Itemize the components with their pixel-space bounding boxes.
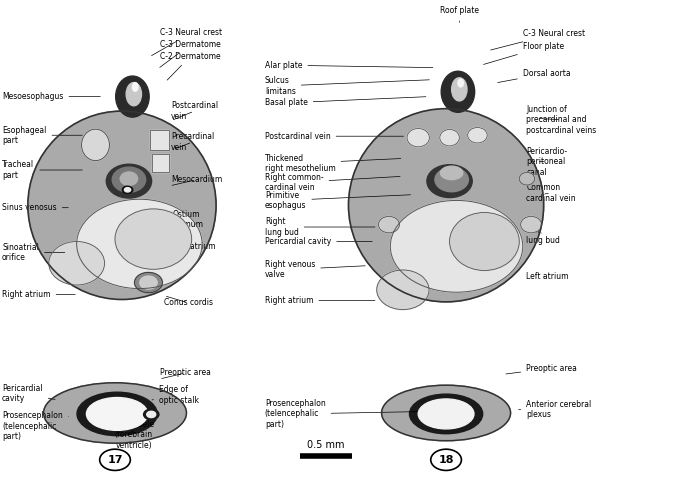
Ellipse shape xyxy=(77,392,158,436)
Ellipse shape xyxy=(407,128,429,147)
Text: Esophageal
part: Esophageal part xyxy=(2,126,82,145)
Text: Precardinal
vein: Precardinal vein xyxy=(171,132,214,152)
Text: Preoptic area: Preoptic area xyxy=(506,364,577,374)
Text: Roof plate: Roof plate xyxy=(440,6,479,22)
Ellipse shape xyxy=(115,209,192,270)
Text: Mesocardium: Mesocardium xyxy=(171,175,222,185)
Ellipse shape xyxy=(378,216,399,233)
Ellipse shape xyxy=(452,78,467,101)
Text: Anterior cerebral
plexus: Anterior cerebral plexus xyxy=(519,400,592,419)
Ellipse shape xyxy=(77,199,202,288)
Text: 17: 17 xyxy=(107,455,123,465)
Ellipse shape xyxy=(468,128,487,143)
Text: C-3 Neural crest: C-3 Neural crest xyxy=(151,28,222,56)
Ellipse shape xyxy=(147,412,155,417)
Text: Pericardial
cavity: Pericardial cavity xyxy=(2,384,55,403)
Ellipse shape xyxy=(390,200,523,292)
Ellipse shape xyxy=(348,109,544,302)
Ellipse shape xyxy=(144,409,159,420)
Ellipse shape xyxy=(126,83,141,106)
Ellipse shape xyxy=(450,213,519,270)
Ellipse shape xyxy=(125,187,131,192)
Text: Right common-
cardinal vein: Right common- cardinal vein xyxy=(265,173,400,192)
Ellipse shape xyxy=(441,71,475,112)
Bar xyxy=(150,130,169,150)
Ellipse shape xyxy=(440,129,459,146)
Text: C-3 Neural crest: C-3 Neural crest xyxy=(491,29,585,50)
Text: Left atrium: Left atrium xyxy=(173,242,215,251)
Text: Sinus venosus: Sinus venosus xyxy=(2,203,68,212)
Text: Right
lung bud: Right lung bud xyxy=(265,217,375,237)
Bar xyxy=(152,154,169,172)
Ellipse shape xyxy=(519,172,535,185)
Ellipse shape xyxy=(521,216,542,233)
Ellipse shape xyxy=(44,383,187,443)
Text: Right atrium: Right atrium xyxy=(265,296,375,305)
Ellipse shape xyxy=(86,398,148,430)
Ellipse shape xyxy=(441,166,463,180)
Bar xyxy=(150,130,169,150)
Text: Prosocoele
(forebrain
ventricle): Prosocoele (forebrain ventricle) xyxy=(113,420,155,450)
Text: Alar plate: Alar plate xyxy=(265,61,433,70)
Ellipse shape xyxy=(28,111,216,299)
Text: C-3 Dermatome: C-3 Dermatome xyxy=(160,40,221,68)
Ellipse shape xyxy=(376,270,429,310)
Text: Dorsal aorta: Dorsal aorta xyxy=(498,69,570,83)
Ellipse shape xyxy=(139,276,158,289)
Text: Postcardinal
vein: Postcardinal vein xyxy=(171,101,218,121)
Ellipse shape xyxy=(106,164,152,198)
Text: Right atrium: Right atrium xyxy=(2,290,75,299)
Ellipse shape xyxy=(427,165,473,198)
Bar xyxy=(152,154,169,172)
Ellipse shape xyxy=(112,167,146,192)
Ellipse shape xyxy=(382,385,510,440)
Text: Tracheal
part: Tracheal part xyxy=(2,160,82,180)
Ellipse shape xyxy=(120,172,138,185)
Ellipse shape xyxy=(82,129,109,161)
Text: Pericardial cavity: Pericardial cavity xyxy=(265,237,372,246)
Text: Junction of
precardinal and
postcardinal veins: Junction of precardinal and postcardinal… xyxy=(526,105,597,135)
Text: Ostium
primum: Ostium primum xyxy=(173,210,203,229)
Text: Prosencephalon
(telencephalic
part): Prosencephalon (telencephalic part) xyxy=(2,411,68,441)
Ellipse shape xyxy=(135,272,162,293)
Text: Left atrium: Left atrium xyxy=(526,272,569,281)
Ellipse shape xyxy=(49,242,105,285)
Text: Common
cardinal vein: Common cardinal vein xyxy=(526,184,576,203)
Text: Preoptic area: Preoptic area xyxy=(160,369,211,379)
Ellipse shape xyxy=(409,394,483,434)
Text: Left
lung bud: Left lung bud xyxy=(526,226,560,245)
Ellipse shape xyxy=(435,168,468,192)
Text: Floor plate: Floor plate xyxy=(484,43,564,64)
Text: Mesoesophagus: Mesoesophagus xyxy=(2,92,100,101)
Text: Basal plate: Basal plate xyxy=(265,97,426,107)
Text: C-2 Dermatome: C-2 Dermatome xyxy=(160,52,221,80)
Text: Pericardio-
peritoneal
canal: Pericardio- peritoneal canal xyxy=(526,147,567,177)
Text: Primitive
esophagus: Primitive esophagus xyxy=(265,191,411,210)
Text: Postcardinal vein: Postcardinal vein xyxy=(265,132,404,141)
Ellipse shape xyxy=(116,76,149,117)
Text: Thickened
right mesothelium: Thickened right mesothelium xyxy=(265,154,401,173)
Text: 18: 18 xyxy=(438,455,454,465)
Text: Edge of
optic stalk: Edge of optic stalk xyxy=(152,385,199,405)
Text: Prosencephalon
(telencephalic
part): Prosencephalon (telencephalic part) xyxy=(265,399,422,429)
Text: Right venous
valve: Right venous valve xyxy=(265,260,365,279)
Text: Sulcus
limitans: Sulcus limitans xyxy=(265,76,429,96)
Ellipse shape xyxy=(458,79,464,87)
Text: Conus cordis: Conus cordis xyxy=(164,297,213,307)
Ellipse shape xyxy=(123,186,133,193)
Ellipse shape xyxy=(132,83,138,91)
Ellipse shape xyxy=(418,399,474,429)
Text: 0.5 mm: 0.5 mm xyxy=(307,440,345,450)
Text: Sinoatrial
orifice: Sinoatrial orifice xyxy=(2,243,65,262)
